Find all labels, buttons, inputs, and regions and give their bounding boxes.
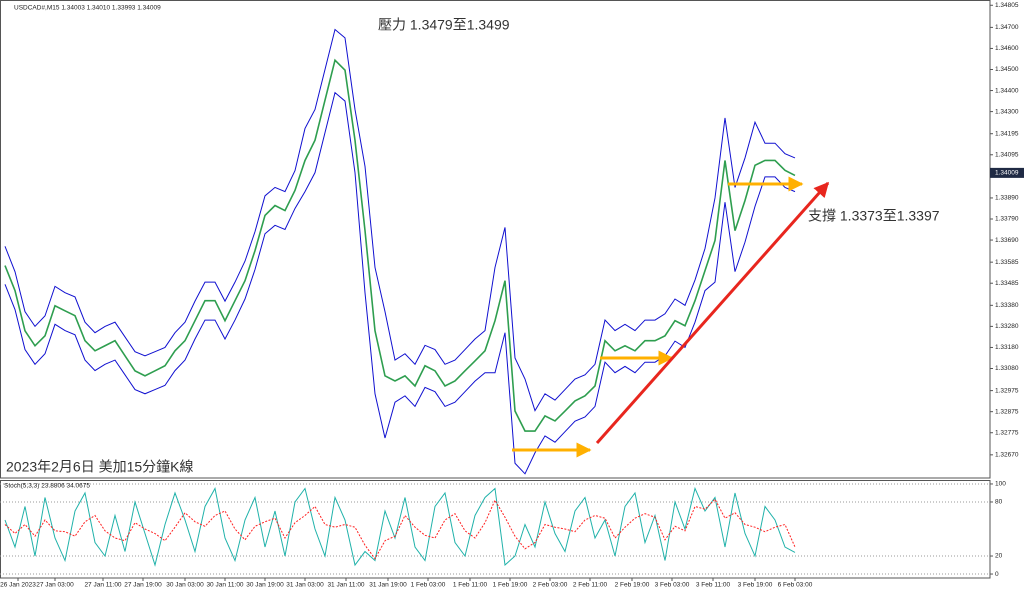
price-tag [990, 167, 1024, 178]
x-tick-label: 2 Feb 03:00 [533, 582, 568, 589]
annotation: 壓力 1.3479至1.3499 [378, 17, 510, 33]
y-tick-label: 1.32670 [995, 452, 1019, 459]
x-tick-label: 2 Feb 11:00 [573, 582, 608, 589]
x-tick-label: 6 Feb 03:00 [778, 582, 813, 589]
y-tick-label: 1.34805 [995, 2, 1019, 9]
x-tick-label: 30 Jan 11:00 [206, 582, 243, 589]
series-line [4, 498, 796, 560]
y-tick-label: 1.32875 [995, 408, 1019, 415]
series-line [4, 486, 796, 567]
y-tick-label: 1.33585 [995, 259, 1019, 266]
y-tick-label: 1.34500 [995, 66, 1019, 73]
y-tick-label: 100 [995, 481, 1006, 488]
y-tick-label: 0 [995, 571, 999, 578]
price-panel [0, 0, 991, 479]
y-tick-label: 1.33485 [995, 280, 1019, 287]
x-tick-label: 1 Feb 03:00 [411, 582, 446, 589]
series-line [4, 28, 796, 412]
y-tick-label: 1.34600 [995, 45, 1019, 52]
y-tick-label: 1.33080 [995, 365, 1019, 372]
trend-arrow [595, 181, 830, 444]
x-tick-label: 3 Feb 03:00 [655, 582, 690, 589]
y-tick-label: 1.33280 [995, 323, 1019, 330]
series-line [4, 58, 796, 432]
x-tick-label: 3 Feb 11:00 [696, 582, 731, 589]
y-tick-label: 1.33690 [995, 237, 1019, 244]
x-tick-label: 27 Jan 19:00 [124, 582, 162, 589]
stoch-panel [0, 480, 991, 579]
y-tick-label: 1.33790 [995, 216, 1019, 223]
annotation: 2023年2月6日 美加15分鐘K線 [6, 459, 194, 475]
y-tick-label: 1.34700 [995, 24, 1019, 31]
x-tick-label: 3 Feb 19:00 [738, 582, 773, 589]
x-tick-label: 31 Jan 11:00 [327, 582, 364, 589]
y-tick-label: 80 [995, 499, 1003, 506]
stoch-title: Stoch(5,3,3) 23.8806 34.0675 [4, 483, 90, 490]
x-tick-label: 2 Feb 19:00 [615, 582, 650, 589]
y-tick-label: 20 [995, 553, 1003, 560]
y-tick-label: 1.32975 [995, 387, 1019, 394]
x-tick-label: 1 Feb 11:00 [453, 582, 488, 589]
y-tick-label: 1.33180 [995, 344, 1019, 351]
x-tick-label: 27 Jan 03:00 [36, 582, 74, 589]
x-tick-label: 30 Jan 03:00 [166, 582, 204, 589]
series-line [4, 91, 796, 475]
chart-title: USDCAD#,M15 1.34003 1.34010 1.33993 1.34… [14, 5, 161, 12]
y-tick-label: 1.32775 [995, 429, 1019, 436]
y-tick-label: 1.34300 [995, 108, 1019, 115]
x-tick-label: 26 Jan 2023 [0, 582, 36, 589]
y-tick-label: 1.34400 [995, 87, 1019, 94]
x-tick-label: 1 Feb 19:00 [493, 582, 528, 589]
x-tick-label: 30 Jan 19:00 [246, 582, 284, 589]
x-tick-label: 31 Jan 19:00 [369, 582, 407, 589]
price-tag-label: 1.34009 [995, 170, 1019, 177]
x-tick-label: 27 Jan 11:00 [84, 582, 121, 589]
y-tick-label: 1.34195 [995, 130, 1019, 137]
x-tick-label: 31 Jan 03:00 [286, 582, 324, 589]
y-tick-label: 1.34095 [995, 151, 1019, 158]
y-tick-label: 1.33890 [995, 195, 1019, 202]
y-tick-label: 1.33380 [995, 302, 1019, 309]
annotation: 支撐 1.3373至1.3397 [808, 208, 940, 224]
